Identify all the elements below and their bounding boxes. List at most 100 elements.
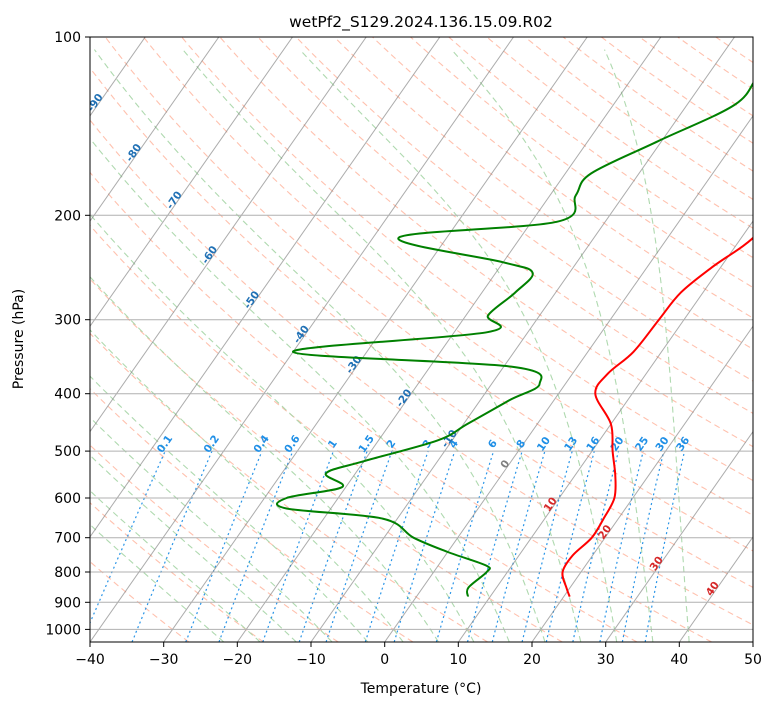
mixing-ratio-label: 6 [486,438,500,451]
moist-adiabat-line [90,276,439,642]
isotherm-line [457,220,753,642]
mixing-ratio-line [131,450,213,642]
mixing-ratio-line [393,450,456,642]
isotherm-line [163,37,588,642]
mixing-ratio-line [298,450,368,642]
mixing-ratio-line [435,450,495,642]
mixing-ratio-line [545,450,595,642]
plot-frame [89,36,754,643]
mixing-ratio-line [325,450,393,642]
x-tick-label: 20 [523,652,541,668]
frost-point-label: -20 [394,387,415,409]
mixing-ratio-label: 0.1 [155,433,176,455]
isotherm-line [752,641,753,642]
mixing-ratio-lines [90,450,686,642]
mixing-ratio-line [599,450,644,642]
pressure-gridlines [90,37,753,630]
y-tick-label: 300 [54,313,81,329]
y-axis: 100 200 300 400 500 600 700 800 900 1000 [45,30,90,638]
dry-adiabat-line [90,278,563,642]
dry-adiabat-line [90,67,753,589]
moist-adiabat-line [299,49,618,642]
isotherm-line [236,37,662,642]
dry-adiabat-line [142,37,753,516]
mixing-ratio-line [185,450,263,642]
mixing-ratio-label: 0.4 [251,433,272,455]
y-tick-label: 200 [54,208,81,224]
dry-adiabat-line [409,37,753,289]
moist-adiabat-line [90,454,297,642]
chart-title: wetPf2_S129.2024.136.15.09.R02 [289,13,553,32]
isotherm-line [678,535,753,642]
moist-adiabat-line [90,523,225,642]
isotherm-line [310,37,736,642]
frost-point-label: -70 [164,189,185,211]
dry-adiabat-line [219,37,753,448]
mixing-ratio-line [364,450,429,642]
dry-adiabat-line [600,37,753,144]
line-labels: 0.1 0.2 0.4 0.6 1 1.5 2 3 4 6 8 10 13 16 20 25 30 3601020… [39,46,722,599]
frost-point-label: -80 [124,142,145,164]
isotherm-line [90,37,515,642]
isotherm-line [384,115,753,642]
dry-adiabat-line [90,444,339,642]
moist-adiabat-line [603,49,690,642]
y-tick-label: 400 [54,387,81,403]
profile-series [276,81,753,597]
mixing-ratio-line [572,450,620,642]
x-tick-label: 40 [670,652,688,668]
mixing-ratio-line [521,450,573,642]
mixing-ratio-label: 1.5 [356,433,377,455]
temperature-line [561,236,753,597]
x-axis-label: Temperature (°C) [360,681,482,697]
y-tick-label: 800 [54,565,81,581]
dry-adiabat-line [90,171,712,642]
frost-point-label: -50 [242,289,263,311]
dry-adiabat-line [676,37,753,90]
x-tick-label: −30 [149,652,179,668]
isotherm-line [90,37,441,538]
mixing-ratio-label: 0.6 [282,433,303,455]
moist-adiabat-line [90,213,475,642]
frost-point-label: -90 [85,92,106,114]
y-axis-label: Pressure (hPa) [11,289,27,389]
isotherm-line [90,37,294,328]
x-tick-label: −40 [75,652,105,668]
mixing-ratio-line [491,450,546,642]
moist-adiabat-line [182,49,582,642]
y-tick-label: 700 [54,531,81,547]
y-tick-label: 1000 [45,622,81,638]
mixing-ratio-line [621,450,665,642]
isotherm-label: 40 [704,579,722,598]
mixing-ratio-line [90,450,166,625]
mixing-ratio-line [644,450,686,642]
isotherm-line [90,37,367,433]
x-tick-label: −10 [296,652,326,668]
moist-adiabat-line [90,137,510,642]
moist-adiabats [90,49,690,642]
mixing-ratio-line [466,450,523,642]
x-tick-label: 50 [744,652,762,668]
mixing-ratio-line [218,450,294,642]
isotherm-label: 0 [498,458,512,471]
skewed-isotherms [90,37,753,642]
dry-adiabat-line [562,37,753,172]
moist-adiabat-line [93,49,546,642]
mixing-ratio-label: 0.2 [201,433,222,455]
dry-adiabat-line [90,387,414,642]
mixing-ratio-label: 2 [384,438,398,451]
x-axis: −40 −30 −20 −10 0 10 20 30 40 50 [75,642,762,668]
isotherm-line [531,325,753,642]
x-tick-label: 30 [597,652,615,668]
isotherm-label: 30 [648,554,666,573]
frost-point-label: -100 [39,46,64,74]
dry-adiabat-line [180,37,753,482]
y-tick-label: 900 [54,595,81,611]
y-tick-label: 100 [54,30,81,46]
y-tick-label: 600 [54,491,81,507]
x-tick-label: 10 [449,652,467,668]
moist-adiabat-line [90,490,261,642]
dry-adiabat-line [638,37,753,117]
x-tick-label: 0 [380,652,389,668]
isotherm-line [605,430,753,642]
